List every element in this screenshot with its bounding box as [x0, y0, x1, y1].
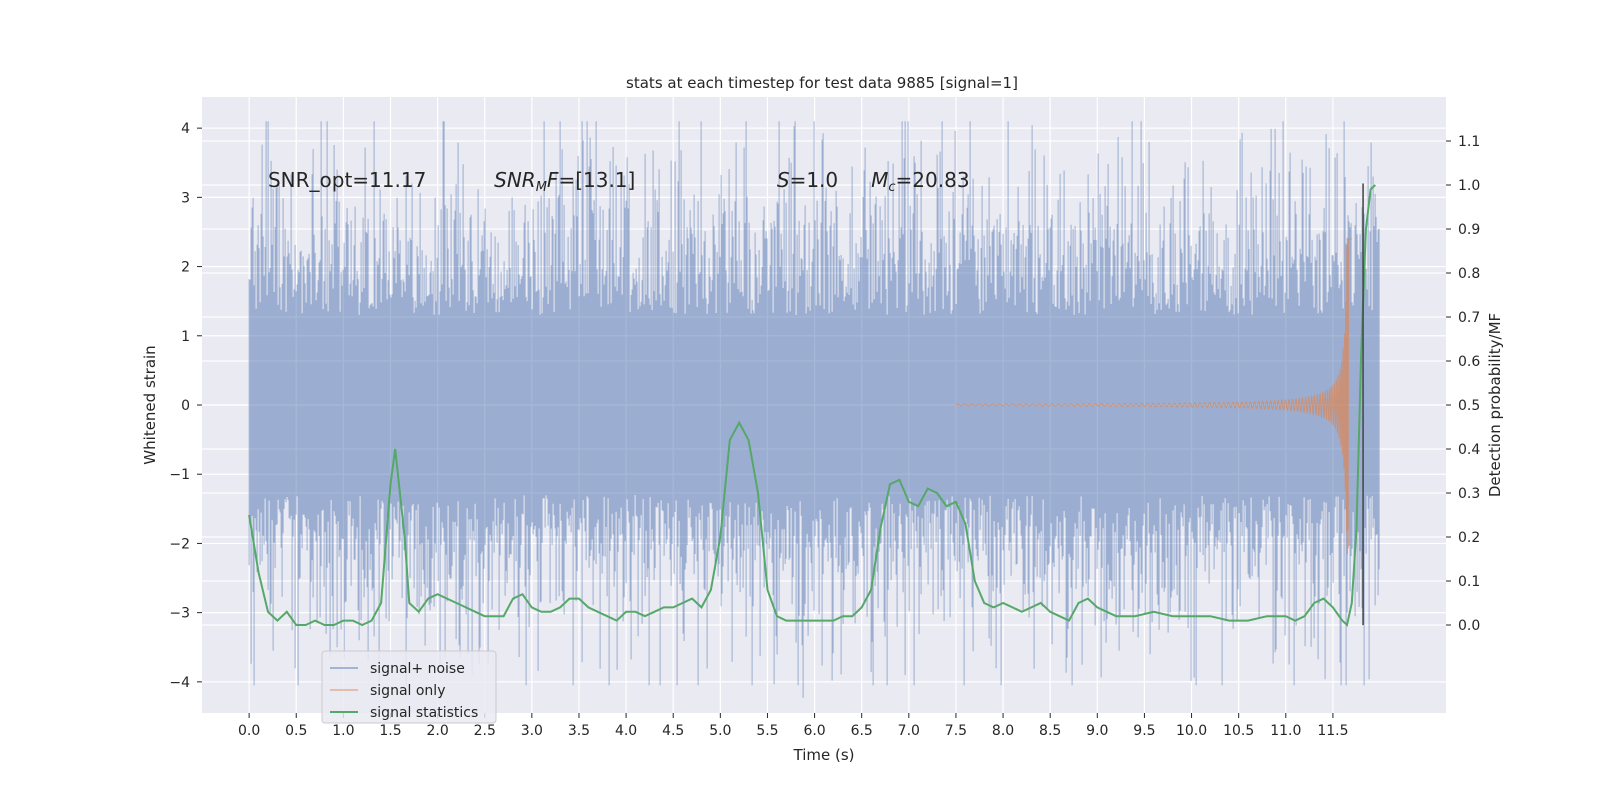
annotation-1-part-0: SNR: [494, 168, 536, 192]
annotation-2-part-1: =1.0: [790, 168, 839, 192]
annotation-1-part-1: M: [536, 180, 547, 195]
y2-tick-label-10: 0.1: [1458, 574, 1480, 590]
x-tick-label-3: 1.5: [379, 723, 401, 739]
x-tick-label-15: 7.5: [945, 723, 967, 739]
x-axis-ticks: 0.0 0.5 1.0 1.5 2.0 2.5 3.0 3.5 4.0 4.5 5.0 5.5 6.0 6…: [238, 713, 1348, 739]
y2-axis-label: Detection probability/MF: [1486, 313, 1504, 497]
annotation-3-part-0: M: [871, 168, 888, 192]
x-tick-label-14: 7.0: [898, 723, 920, 739]
y-tick-label-4: 0: [181, 398, 190, 414]
y2-tick-label-1: 1.0: [1458, 178, 1480, 194]
x-tick-label-20: 10.0: [1176, 723, 1207, 739]
x-tick-label-23: 11.5: [1317, 723, 1348, 739]
series-signal-only: [955, 238, 1352, 555]
x-tick-label-13: 6.5: [851, 723, 873, 739]
annotation-3: Mc=20.83: [871, 168, 969, 195]
annotation-1: SNRMF=[13.1]: [494, 168, 635, 195]
y2-tick-label-4: 0.7: [1458, 310, 1480, 326]
annotation-2-part-0: S: [777, 168, 790, 192]
x-tick-label-4: 2.0: [426, 723, 448, 739]
y2-tick-label-9: 0.2: [1458, 530, 1480, 546]
chirp-trace: [955, 238, 1352, 555]
x-tick-label-19: 9.5: [1133, 723, 1155, 739]
y-tick-label-0: 4: [181, 121, 190, 137]
x-tick-label-6: 3.0: [521, 723, 543, 739]
series-signal-statistics: [248, 184, 1376, 627]
annotation-3-part-1: c: [888, 180, 895, 195]
y-tick-label-3: 1: [181, 329, 190, 345]
legend-label-0: signal+ noise: [370, 661, 465, 677]
x-tick-label-21: 10.5: [1223, 723, 1254, 739]
y2-tick-label-0: 1.1: [1458, 134, 1480, 150]
x-tick-label-18: 9.0: [1086, 723, 1108, 739]
x-tick-label-2: 1.0: [332, 723, 354, 739]
y2-tick-label-6: 0.5: [1458, 398, 1480, 414]
noise-trace: [248, 121, 1380, 698]
x-axis-label: Time (s): [793, 746, 855, 764]
x-tick-label-10: 5.0: [709, 723, 731, 739]
y2-tick-label-3: 0.8: [1458, 266, 1480, 282]
annotation-2: S=1.0: [777, 168, 838, 192]
y2-tick-label-7: 0.4: [1458, 442, 1480, 458]
x-tick-label-5: 2.5: [474, 723, 496, 739]
x-tick-label-17: 8.5: [1039, 723, 1061, 739]
annotations: SNR_opt=11.17 SNRMF=[13.1] S=1.0 Mc=20.83: [268, 168, 970, 195]
x-tick-label-16: 8.0: [992, 723, 1014, 739]
legend-label-1: signal only: [370, 683, 445, 699]
x-tick-label-7: 3.5: [568, 723, 590, 739]
y-axis-label: Whitened strain: [141, 345, 159, 464]
y-axis-ticks: 4 3 2 1 0 −1 −2 −3 −4: [169, 121, 202, 691]
x-tick-label-8: 4.0: [615, 723, 637, 739]
legend-label-2: signal statistics: [370, 705, 478, 721]
series-signal-noise: [248, 121, 1380, 698]
y2-tick-label-5: 0.6: [1458, 354, 1480, 370]
x-tick-label-0: 0.0: [238, 723, 260, 739]
chart-title: stats at each timestep for test data 988…: [626, 74, 1018, 92]
x-tick-label-22: 11.0: [1270, 723, 1301, 739]
annotation-0: SNR_opt=11.17: [268, 168, 426, 192]
y2-tick-label-11: 0.0: [1458, 618, 1480, 634]
legend[interactable]: signal+ noise signal only signal statistic…: [321, 650, 497, 724]
y2-tick-label-2: 0.9: [1458, 222, 1480, 238]
y-tick-label-2: 2: [181, 260, 190, 276]
annotation-3-part-2: =20.83: [896, 168, 970, 192]
x-tick-label-11: 5.5: [756, 723, 778, 739]
y2-tick-label-8: 0.3: [1458, 486, 1480, 502]
x-tick-label-9: 4.5: [662, 723, 684, 739]
y-tick-label-7: −3: [169, 606, 190, 622]
y-tick-label-5: −1: [169, 467, 190, 483]
x-tick-label-12: 6.0: [803, 723, 825, 739]
y-tick-label-6: −2: [169, 536, 190, 552]
legend-box: [321, 650, 497, 724]
annotation-1-part-3: =[13.1]: [558, 168, 635, 192]
x-tick-label-1: 0.5: [285, 723, 307, 739]
y2-axis-ticks: 1.1 1.0 0.9 0.8 0.7 0.6 0.5 0.4 0.3 0.2 0.1 0.0: [1446, 134, 1480, 634]
y-tick-label-8: −4: [169, 675, 190, 691]
annotation-1-part-2: F: [547, 168, 559, 192]
y-tick-label-1: 3: [181, 190, 190, 206]
statistics-line: [248, 184, 1376, 627]
